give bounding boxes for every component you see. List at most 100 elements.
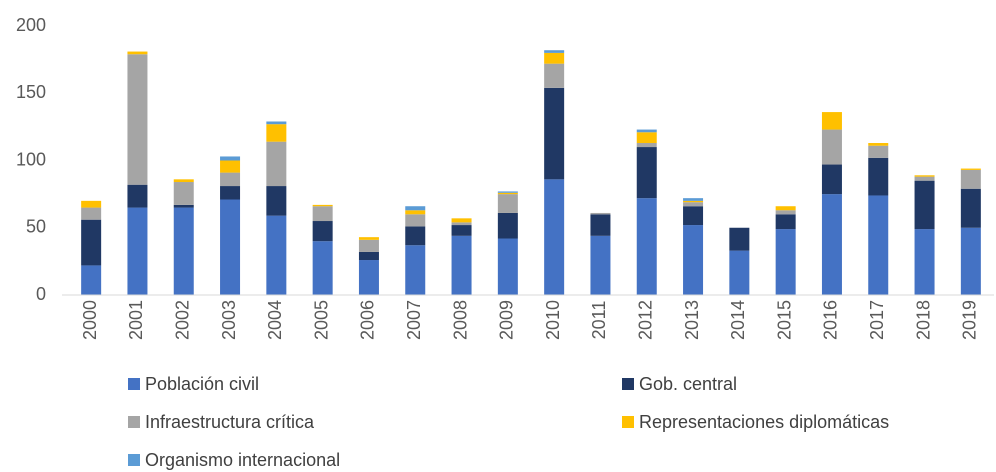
bar-segment [451, 222, 472, 226]
bar-segment [775, 206, 796, 211]
bar-segment [590, 214, 611, 236]
bar-segment [497, 212, 518, 239]
legend-label: Población civil [145, 374, 259, 394]
bar-segment [914, 180, 935, 230]
bar-segment [312, 221, 333, 242]
x-tick-label: 2011 [589, 301, 609, 340]
x-tick-label: 2003 [219, 300, 239, 340]
bar-segment [220, 156, 241, 161]
x-tick-label: 2012 [636, 300, 656, 340]
x-tick-label: 2016 [821, 300, 841, 340]
bar-segment [544, 50, 565, 53]
x-tick-label: 2004 [265, 300, 285, 340]
x-tick-label: 2017 [867, 300, 887, 340]
bar-segment [312, 204, 333, 207]
bar-segment [683, 202, 704, 207]
bar-segment [914, 229, 935, 295]
bar-segment [636, 147, 657, 199]
bar-segment [544, 179, 565, 295]
bar-segment [636, 143, 657, 148]
bar-segment [683, 200, 704, 203]
bar-segment [127, 184, 148, 208]
bar-segment [220, 186, 241, 200]
bar-segment [775, 214, 796, 230]
x-tick-label: 2001 [126, 300, 146, 340]
bar-segment [81, 265, 102, 295]
x-tick-label: 2007 [404, 300, 424, 340]
x-tick-label: 2009 [497, 300, 517, 340]
bar-segment [544, 52, 565, 64]
bar-segment [405, 210, 426, 215]
bar-segment [636, 129, 657, 133]
bar-segment [544, 87, 565, 180]
x-tick-label: 2005 [311, 300, 331, 340]
bar-segment [497, 238, 518, 295]
bar-segment [636, 132, 657, 144]
bar-segment [683, 198, 704, 201]
bar-segment [729, 227, 750, 251]
bar-segment [868, 145, 889, 158]
y-tick-label: 0 [36, 284, 46, 304]
bar-segment [497, 192, 518, 195]
bar-segment [405, 214, 426, 227]
x-tick-label: 2002 [173, 300, 193, 340]
bar-segment [220, 199, 241, 295]
bar-segment [358, 251, 379, 261]
bar-segment [266, 141, 287, 187]
bar-segment [266, 186, 287, 216]
bar-segment [220, 172, 241, 187]
legend-swatch [128, 454, 140, 466]
legend-swatch [622, 378, 634, 390]
bar-segment [173, 182, 194, 205]
x-tick-label: 2014 [728, 300, 748, 340]
legend-label: Representaciones diplomáticas [639, 412, 889, 432]
bar-segment [173, 207, 194, 295]
bar-segment [960, 227, 981, 295]
bar-segment [405, 206, 426, 211]
bar-segment [266, 121, 287, 125]
bar-segment [81, 219, 102, 266]
bar-segment [312, 206, 333, 222]
bar-segment [729, 250, 750, 295]
legend-label: Infraestructura crítica [145, 412, 315, 432]
bar-segment [173, 179, 194, 183]
bar-segment [590, 235, 611, 295]
x-tick-label: 2015 [774, 300, 794, 340]
bar-segment [358, 237, 379, 240]
legend-swatch [622, 416, 634, 428]
bar-segment [405, 245, 426, 295]
bar-segment [451, 235, 472, 295]
bar-segment [868, 195, 889, 295]
y-tick-label: 150 [16, 82, 46, 102]
x-tick-label: 2006 [358, 300, 378, 340]
bar-segment [173, 204, 194, 208]
bar-segment [81, 207, 102, 220]
bar-segment [868, 143, 889, 146]
y-tick-label: 50 [26, 217, 46, 237]
bar-segment [266, 215, 287, 295]
x-tick-label: 2019 [960, 300, 980, 340]
bar-segment [868, 157, 889, 196]
bar-segment [127, 54, 148, 185]
bar-segment [127, 207, 148, 295]
y-tick-label: 100 [16, 149, 46, 169]
bar-segment [960, 188, 981, 228]
bar-segment [960, 169, 981, 189]
bar-segment [775, 210, 796, 215]
bar-segment [81, 200, 102, 208]
bar-segment [497, 191, 518, 193]
y-tick-label: 200 [16, 15, 46, 35]
legend-label: Gob. central [639, 374, 737, 394]
bar-segment [312, 241, 333, 295]
legend-swatch [128, 378, 140, 390]
x-tick-label: 2000 [80, 300, 100, 340]
bar-segment [358, 260, 379, 295]
bar-segment [636, 198, 657, 295]
bar-segment [266, 124, 287, 142]
bar-segment [590, 212, 611, 215]
bar-segment [960, 168, 981, 170]
bar-segment [497, 194, 518, 213]
bar-segment [821, 164, 842, 195]
bar-segment [451, 218, 472, 223]
